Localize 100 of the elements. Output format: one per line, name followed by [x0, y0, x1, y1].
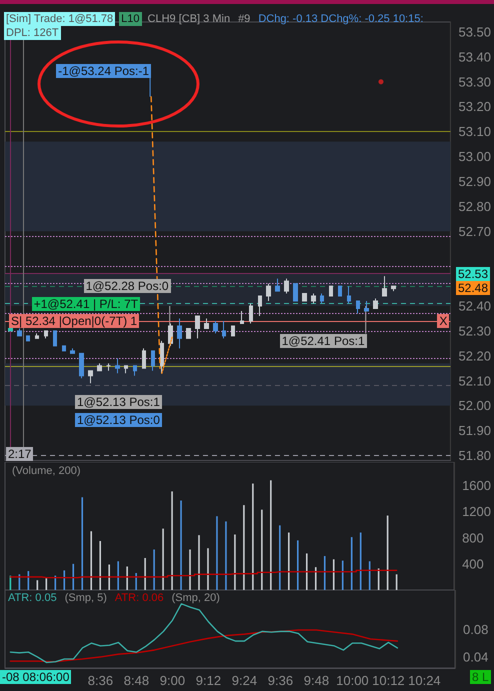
candlestick	[115, 358, 120, 374]
annotation: 1@52.28 Pos:0	[84, 278, 171, 293]
annotation: +1@52.41 | P/L: 7T	[32, 296, 140, 311]
candlestick	[213, 320, 218, 334]
y-tick-label: 53.00	[458, 149, 492, 164]
y-tick-label: 1200	[462, 504, 491, 520]
candlestick	[26, 335, 30, 342]
text: 52.53	[456, 267, 490, 281]
candlestick	[258, 296, 262, 316]
annotation: #9	[237, 12, 252, 26]
candlestick	[186, 328, 191, 339]
candlestick	[79, 352, 84, 379]
annotation: CLH9 [CB] 3 Min	[146, 12, 232, 26]
y-tick-label: 52.80	[458, 198, 492, 214]
candlestick	[62, 345, 66, 352]
x-tick-label: 10:24	[408, 673, 441, 688]
y-tick-label: 53.10	[458, 124, 492, 140]
x-tick-label: 9:12	[196, 673, 222, 688]
candlestick	[382, 276, 387, 297]
candlestick	[133, 365, 137, 376]
y-tick-label: 52.00	[458, 398, 492, 414]
y-tick-label: 52.30	[458, 323, 492, 338]
candlestick	[8, 325, 13, 332]
annotation: (Volume, 200)	[11, 464, 82, 478]
candlestick	[124, 365, 128, 374]
candlestick	[249, 303, 253, 324]
candlestick	[311, 293, 316, 304]
y-tick-label: 52.70	[458, 224, 492, 239]
candlestick	[177, 318, 182, 349]
annotation: [Sim] Trade: 1@51.78	[4, 12, 116, 26]
candlestick	[293, 283, 298, 302]
candlestick	[106, 362, 111, 372]
candlestick	[204, 318, 209, 329]
annotation: DChg: -0.13 DChg%: -0.25 10:15:	[257, 12, 424, 26]
annotation: 1@52.41 Pos:1	[280, 334, 367, 348]
candlestick	[231, 325, 235, 336]
y-tick-label: 51.80	[458, 448, 492, 463]
annotation: X	[437, 314, 450, 328]
text: -08 08:06:00	[0, 670, 72, 684]
candlestick	[142, 348, 146, 369]
candlestick	[284, 278, 289, 294]
y-tick-label: 0.08	[463, 622, 488, 637]
candlestick	[391, 286, 396, 292]
candlestick	[222, 320, 226, 339]
candlestick	[373, 298, 378, 310]
candlestick	[240, 310, 244, 324]
line-series	[10, 603, 398, 664]
candlestick	[70, 348, 75, 354]
x-tick-label: 10:00	[336, 673, 369, 688]
candlestick	[329, 286, 333, 297]
candlestick	[320, 293, 324, 304]
x-tick-label: 9:24	[232, 673, 258, 688]
y-tick-label: 1600	[462, 478, 491, 494]
candlestick	[356, 300, 360, 314]
y-tick-label: 800	[462, 530, 484, 546]
y-tick-label: 53.20	[458, 99, 492, 114]
y-tick-label: 52.10	[458, 373, 492, 388]
candlestick	[151, 350, 155, 372]
candlestick	[275, 278, 280, 292]
candlestick	[35, 332, 39, 339]
y-tick-label: 51.90	[458, 423, 492, 438]
x-tick-label: 10:12	[372, 673, 405, 688]
candlestick	[302, 293, 307, 302]
x-tick-label: 9:48	[304, 673, 330, 688]
candlestick	[44, 330, 48, 339]
y-tick-label: 52.20	[458, 348, 492, 364]
text: 8 L	[470, 670, 491, 684]
annotation: -1@53.24 Pos:-1	[56, 64, 152, 78]
annotation: (Smp, 5)	[64, 591, 108, 605]
candlestick	[160, 340, 164, 374]
line-series	[10, 629, 398, 662]
annotation: 1@52.13 Pos:0	[75, 413, 162, 427]
annotation: 1@52.13 Pos:1	[75, 395, 162, 409]
candlestick	[97, 362, 102, 372]
candlestick	[17, 328, 22, 336]
annotation: ATR: 0.05	[7, 591, 58, 605]
candlestick	[88, 370, 93, 384]
x-tick-label: 8:48	[124, 673, 150, 688]
y-tick-label: 53.30	[458, 74, 492, 90]
text: 52.48	[456, 281, 490, 295]
candlestick	[53, 330, 57, 346]
ref-line-label: S| 52.34 |Open|0(-7T) 1	[9, 314, 140, 328]
annotation: ATR: 0.06	[114, 591, 165, 605]
y-tick-label: 0.04	[463, 649, 488, 664]
y-tick-label: 53.50	[458, 24, 492, 40]
x-tick-label: 9:00	[160, 673, 186, 688]
annotation: L10	[119, 12, 142, 26]
candlestick	[266, 283, 271, 302]
annotation: 2:17	[6, 447, 34, 461]
x-tick-label: 9:36	[268, 673, 294, 688]
annotation: DPL: 126T	[4, 26, 61, 40]
candlestick	[347, 286, 351, 304]
y-tick-label: 52.90	[458, 174, 492, 189]
candlestick	[195, 315, 200, 339]
candlestick	[338, 286, 342, 297]
annotation: (Smp, 20)	[170, 591, 221, 605]
y-tick-label: 53.40	[458, 49, 492, 64]
y-tick-label: 400	[462, 556, 484, 572]
x-tick-label: 8:36	[88, 673, 114, 688]
y-tick-label: 52.40	[458, 298, 492, 314]
